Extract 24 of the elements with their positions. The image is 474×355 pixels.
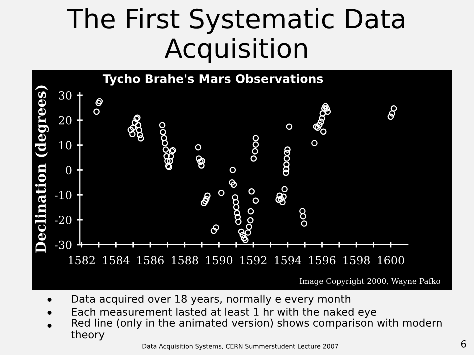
x-tick-label: 1594 — [275, 256, 302, 265]
x-tick-label: 1590 — [206, 256, 233, 265]
x-tick-label: 1600 — [378, 256, 404, 265]
chart-subtitle: Tycho Brahe's Mars Observations — [102, 74, 324, 86]
x-tick-label: 1598 — [344, 256, 370, 265]
x-tick-label: 1596 — [309, 256, 336, 265]
y-tick-label: 0 — [66, 166, 72, 175]
y-axis-title: Declination (degrees) — [35, 86, 50, 253]
x-tick-label: 1586 — [138, 256, 164, 265]
y-tick-label: 20 — [59, 116, 72, 125]
y-tick-label: 30 — [59, 91, 72, 100]
y-tick-label: -20 — [55, 216, 72, 224]
x-tick-label: 1582 — [69, 256, 95, 265]
y-tick-label: 10 — [60, 141, 72, 150]
y-tick-label: -10 — [55, 191, 72, 200]
y-tick-label: -30 — [55, 240, 72, 250]
text: 6 — [461, 340, 466, 348]
x-tick-label: 1584 — [103, 256, 130, 265]
x-tick-label: 1588 — [172, 256, 198, 265]
chart-title: The First Systematic Data Acquisition — [67, 8, 404, 64]
text: Each measurement lasted at least 1 hr with the naked eye — [72, 308, 376, 318]
text: Data acquired over 18 years, normally e every month — [72, 294, 351, 306]
x-tick-label: 1592 — [240, 256, 267, 265]
text: Red line (only in the animated version) shows comparison with modern theory — [71, 318, 442, 341]
